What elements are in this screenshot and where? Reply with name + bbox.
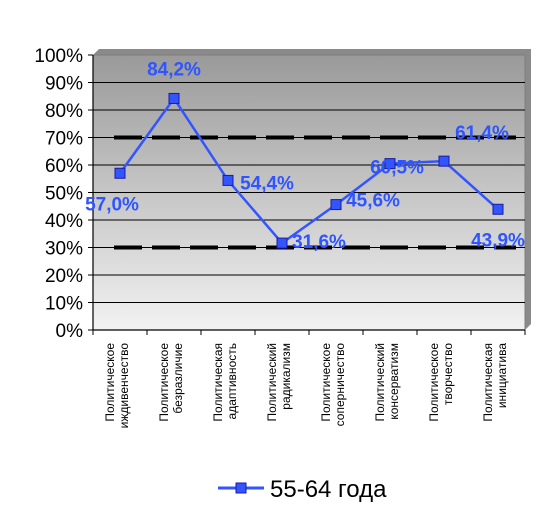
y-tick-label: 60% <box>45 156 83 177</box>
data-point <box>168 92 180 104</box>
x-category-label: Политический <box>373 343 387 422</box>
data-point <box>114 167 126 179</box>
data-label: 43,9% <box>471 230 525 251</box>
x-category-label: консерватизм <box>387 343 401 420</box>
y-tick-label: 10% <box>45 294 83 315</box>
y-tick-label: 100% <box>34 46 83 67</box>
y-tick-label: 50% <box>45 184 83 205</box>
x-category-label: безразличие <box>171 343 185 414</box>
legend: 55-64 года <box>218 476 387 503</box>
x-category-label: Политическое <box>427 343 441 422</box>
y-tick-label: 40% <box>45 211 83 232</box>
x-category-label: радикализм <box>279 343 293 410</box>
y-tick-label: 30% <box>45 239 83 260</box>
data-label: 45,6% <box>346 191 400 212</box>
x-category-label: Политическое <box>319 343 333 422</box>
data-label: 54,4% <box>240 173 294 194</box>
data-label: 31,6% <box>292 232 346 253</box>
x-category-label: адаптивность <box>225 343 239 419</box>
x-category-label: Политическая <box>481 343 495 422</box>
data-point <box>330 199 342 211</box>
data-point <box>384 158 396 170</box>
legend-label: 55-64 года <box>270 476 387 503</box>
x-category-label: Политическое <box>103 343 117 422</box>
data-point <box>492 203 504 215</box>
data-point <box>276 237 288 249</box>
data-label: 84,2% <box>147 59 201 80</box>
x-category-label: соперничество <box>333 343 347 427</box>
data-label: 60,5% <box>370 158 424 179</box>
y-tick-label: 70% <box>45 129 83 150</box>
data-point <box>222 174 234 186</box>
x-category-label: творчество <box>441 343 455 405</box>
y-tick-label: 0% <box>56 321 84 342</box>
x-category-label: Политический <box>265 343 279 422</box>
y-tick-label: 90% <box>45 74 83 95</box>
plot-area: 0% 10% 20% 30% 40% 50% 60% 70% 80% 90% 100% Политич… <box>34 46 531 428</box>
data-point <box>438 155 450 167</box>
x-category-label: инициатива <box>495 343 509 408</box>
x-category-label: иждивенчество <box>117 343 131 429</box>
data-label: 57,0% <box>85 194 139 215</box>
x-category-label: Политическое <box>157 343 171 422</box>
y-tick-label: 80% <box>45 101 83 122</box>
series-line <box>118 96 499 245</box>
y-tick-label: 20% <box>45 266 83 287</box>
legend-marker <box>235 482 247 494</box>
data-label: 61,4% <box>455 123 509 144</box>
x-category-label: Политическая <box>211 343 225 422</box>
